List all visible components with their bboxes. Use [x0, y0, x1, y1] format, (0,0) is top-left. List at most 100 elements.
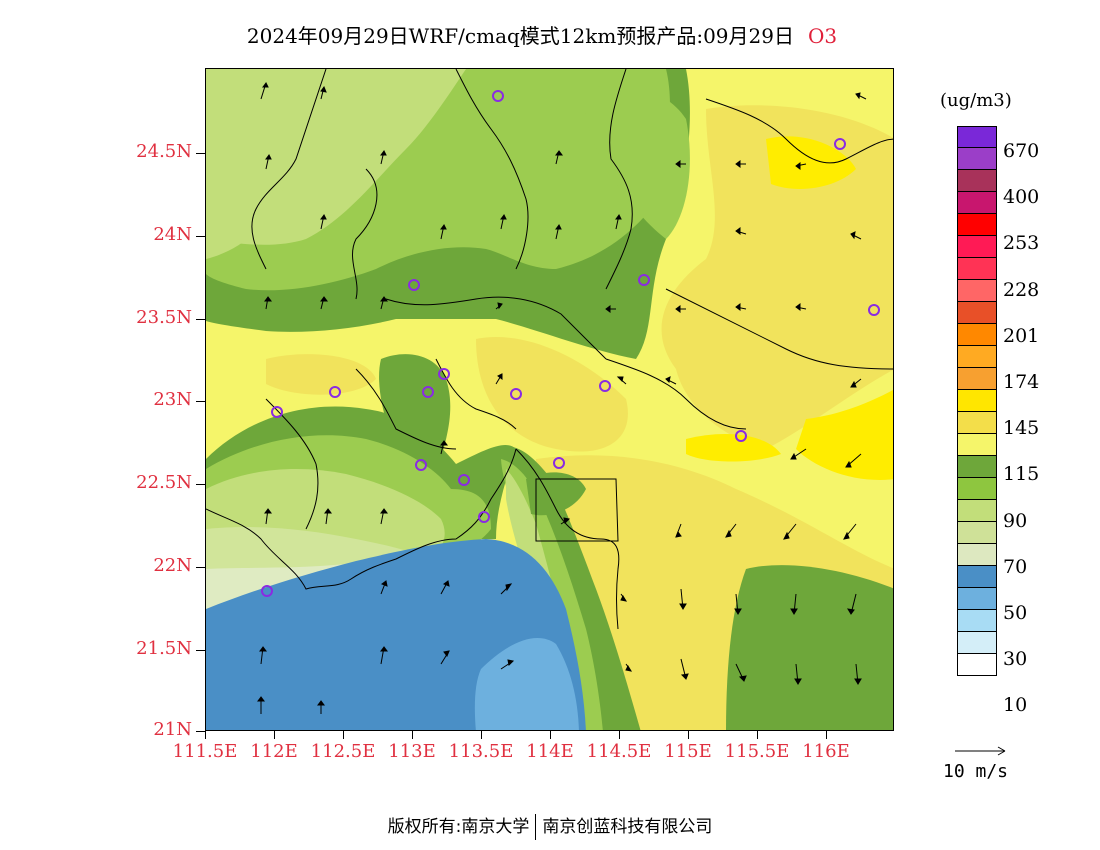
wind-reference-label: 10 m/s — [943, 761, 1009, 782]
colorbar-label: 10 — [1003, 694, 1028, 717]
lat-tick-label: 24.5N — [136, 141, 192, 162]
colorbar-cell — [957, 610, 997, 632]
lat-tick-mark — [196, 401, 205, 402]
pollutant-label: O3 — [807, 24, 838, 48]
wind-arrow — [555, 150, 563, 165]
wind-arrow — [734, 593, 742, 615]
wind-arrow — [735, 160, 746, 168]
wind-arrow — [790, 448, 807, 460]
station-marker — [415, 459, 427, 471]
wind-arrow — [847, 593, 857, 615]
sea-light — [474, 638, 579, 730]
wind-arrow — [380, 150, 387, 165]
station-marker — [261, 585, 273, 597]
wind-arrow — [500, 659, 515, 670]
lon-tick-label: 112E — [250, 741, 298, 762]
colorbar-cell — [957, 280, 997, 302]
lon-tick-mark — [412, 731, 413, 739]
lat-tick-label: 23N — [153, 389, 192, 410]
station-markers — [261, 90, 880, 597]
wind-arrow — [320, 214, 327, 230]
wind-arrow — [616, 376, 627, 385]
wind-arrow — [320, 296, 328, 310]
lon-tick-mark — [343, 731, 344, 739]
colorbar-cell — [957, 390, 997, 412]
lon-tick-mark — [481, 731, 482, 739]
lat-tick-mark — [196, 153, 205, 154]
lon-tick-label: 113.5E — [448, 741, 514, 762]
wind-arrow — [500, 214, 507, 230]
wind-arrow — [735, 663, 747, 682]
wind-arrow — [795, 162, 807, 170]
station-marker — [438, 368, 450, 380]
lat-tick-mark — [196, 650, 205, 651]
wind-arrow — [620, 593, 628, 602]
wind-arrow — [320, 85, 327, 100]
copyright-separator — [535, 814, 537, 840]
lat-tick-mark — [196, 567, 205, 568]
copyright-left: 版权所有:南京大学 — [387, 817, 530, 837]
wind-arrow — [675, 160, 686, 168]
wind-arrow — [605, 305, 616, 313]
wind-arrow — [665, 376, 677, 385]
tan-zone-west — [266, 354, 376, 395]
station-marker — [422, 386, 434, 398]
colorbar-label: 253 — [1003, 232, 1040, 255]
colorbar-label: 90 — [1003, 509, 1028, 532]
colorbar-label: 50 — [1003, 602, 1028, 624]
wind-arrow — [380, 296, 388, 310]
wind-arrow — [790, 593, 798, 615]
colorbar-cell — [957, 368, 997, 390]
station-marker — [408, 279, 420, 291]
wind-arrow — [440, 650, 450, 665]
station-marker — [638, 274, 650, 286]
wind-reference-arrow — [955, 746, 1006, 756]
wind-arrow — [675, 523, 682, 538]
pollution-map — [205, 68, 894, 731]
wind-arrow — [495, 302, 503, 310]
lon-tick-mark — [619, 731, 620, 739]
colorbar-label: 70 — [1003, 555, 1028, 578]
wind-arrow — [845, 453, 862, 468]
wind-arrow — [555, 224, 562, 240]
wind-arrow — [855, 92, 867, 100]
wind-arrow — [675, 305, 686, 313]
colorbar-cell — [957, 214, 997, 236]
colorbar-label: 228 — [1003, 278, 1040, 301]
colorbar-cell — [957, 478, 997, 500]
wind-arrow — [735, 303, 747, 311]
station-marker — [492, 90, 504, 102]
colorbar-cell — [957, 412, 997, 434]
colorbar-cell — [957, 588, 997, 610]
colorbar-cell — [957, 324, 997, 346]
lon-tick-mark — [274, 731, 275, 739]
lat-tick-mark — [196, 236, 205, 237]
wind-arrow — [843, 523, 857, 540]
copyright-right: 南京创蓝科技有限公司 — [542, 817, 713, 837]
wind-arrow — [679, 588, 687, 610]
wind-arrow — [725, 523, 737, 538]
wind-arrow — [850, 231, 862, 240]
lat-tick-mark — [196, 319, 205, 320]
colorbar-label: 670 — [1003, 140, 1040, 162]
colorbar-cell — [957, 236, 997, 258]
wind-arrow — [264, 296, 272, 310]
colorbar-unit: (ug/m3) — [940, 90, 1012, 111]
admin-boundaries — [206, 69, 893, 630]
lon-tick-mark — [205, 731, 206, 739]
tan-zone-east — [661, 105, 893, 449]
lon-tick-mark — [757, 731, 758, 739]
colorbar — [957, 126, 997, 676]
wind-arrow — [265, 154, 272, 170]
wind-arrow — [257, 696, 265, 714]
lon-tick-label: 115.5E — [724, 741, 790, 762]
station-marker — [834, 138, 846, 150]
green-dark-pocket-114 — [526, 472, 586, 516]
colorbar-cell — [957, 566, 997, 588]
colorbar-cell — [957, 148, 997, 170]
lat-tick-label: 24N — [153, 224, 192, 245]
bright-yellow-east — [766, 136, 856, 189]
colorbar-label: 174 — [1003, 371, 1040, 393]
lon-tick-label: 114.5E — [586, 741, 652, 762]
wind-arrow — [317, 700, 325, 714]
